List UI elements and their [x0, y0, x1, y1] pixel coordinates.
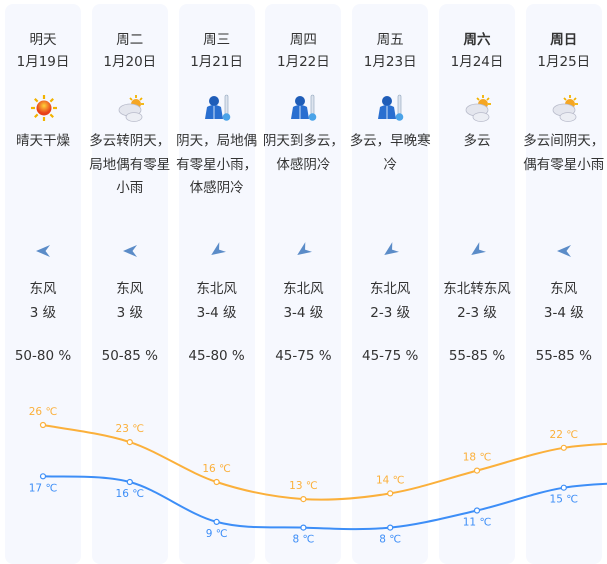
- wind-direction: 东北风: [369, 281, 411, 297]
- humidity: 50-85 %: [101, 348, 158, 364]
- partly-cloudy-icon: [550, 93, 580, 123]
- weather-description: 阴天，局地偶有零星小雨，体感阴冷: [176, 133, 258, 196]
- date-label: 1月20日: [103, 54, 157, 70]
- humidity: 50-80 %: [14, 348, 72, 364]
- humidity: 45-75 %: [275, 348, 332, 364]
- wind-direction-arrow-icon: [381, 242, 400, 260]
- weather-description: 多云转阴天，局地偶有零星小雨: [89, 133, 171, 196]
- date-label: 1月19日: [16, 54, 70, 70]
- wind-level: 3-4 级: [283, 305, 324, 321]
- date-label: 1月22日: [277, 54, 330, 70]
- wind-direction: 东北转东风: [443, 281, 511, 297]
- day-label: 周五: [376, 32, 404, 48]
- wind-level: 2-3 级: [370, 305, 411, 321]
- partly-cloudy-icon: [116, 93, 146, 123]
- wind-direction-arrow-icon: [555, 242, 573, 260]
- forecast-day-column: 周四 1月22日 阴天到多云，体感阴冷 东北风 3-4 级 45-75 %: [263, 4, 344, 564]
- partly-cloudy-icon: [463, 93, 493, 123]
- weather-description: 多云，早晚寒冷: [349, 133, 431, 173]
- wind-direction: 东风: [550, 281, 578, 297]
- weather-description: 多云间阴天，偶有零星小雨: [523, 133, 605, 173]
- humidity: 55-85 %: [448, 348, 506, 364]
- wind-level: 3-4 级: [543, 305, 584, 321]
- cold-icon: [203, 93, 233, 123]
- cold-icon: [376, 93, 406, 123]
- wind-direction: 东北风: [283, 281, 324, 297]
- weather-description: 多云: [463, 133, 491, 149]
- wind-direction: 东北风: [196, 281, 237, 297]
- day-label: 明天: [29, 32, 57, 48]
- day-label: 周四: [289, 32, 317, 48]
- wind-level: 2-3 级: [457, 305, 497, 321]
- weather-description: 晴天干燥: [16, 133, 70, 149]
- wind-direction-arrow-icon: [121, 242, 139, 260]
- wind-direction-arrow-icon: [294, 242, 313, 260]
- wind-level: 3 级: [116, 305, 143, 321]
- date-label: 1月25日: [537, 54, 591, 70]
- forecast-day-column: 周二 1月20日 多云转阴天，局地偶有零星小雨 东风 3 级 50-85 %: [89, 4, 170, 564]
- forecast-day-column: 周六 1月24日 多云 东北转东风 2-3 级 55-85 %: [439, 4, 515, 564]
- forecast-day-column: 明天 1月19日 晴天干燥 东风 3 级 50-80 %: [5, 4, 81, 564]
- wind-direction-arrow-icon: [34, 242, 52, 260]
- forecast-day-column: 周三 1月21日 阴天，局地偶有零星小雨，体感阴冷 东北风 3-4 级 45-8…: [176, 4, 257, 564]
- wind-level: 3 级: [29, 305, 57, 321]
- weather-description: 阴天到多云，体感阴冷: [262, 133, 344, 173]
- humidity: 45-75 %: [362, 348, 419, 364]
- humidity: 55-85 %: [535, 348, 592, 364]
- wind-direction-arrow-icon: [468, 242, 487, 260]
- forecast-day-column: 周日 1月25日 多云间阴天，偶有零星小雨 东风 3-4 级 55-85 %: [523, 4, 604, 564]
- day-label: 周日: [550, 32, 578, 48]
- wind-direction: 东风: [116, 281, 144, 297]
- day-label: 周六: [463, 32, 491, 48]
- sunny-icon: [29, 93, 59, 123]
- cold-icon: [289, 93, 319, 123]
- wind-direction: 东风: [29, 281, 57, 297]
- wind-level: 3-4 级: [196, 305, 237, 321]
- forecast-day-column: 周五 1月23日 多云，早晚寒冷 东北风 2-3 级 45-75 %: [350, 4, 431, 564]
- humidity: 45-80 %: [188, 348, 245, 364]
- date-label: 1月23日: [363, 54, 417, 70]
- wind-direction-arrow-icon: [208, 242, 226, 260]
- day-label: 周二: [116, 32, 144, 48]
- day-label: 周三: [203, 32, 231, 48]
- date-label: 1月24日: [450, 54, 504, 70]
- date-label: 1月21日: [190, 54, 243, 70]
